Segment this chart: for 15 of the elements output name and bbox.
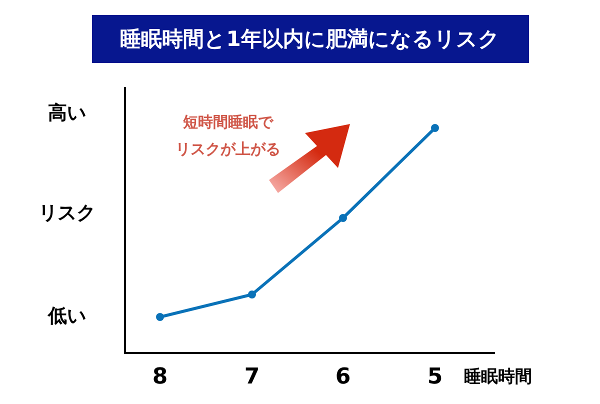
annotation: 短時間睡眠で: [182, 113, 274, 131]
text: 低い: [47, 305, 86, 327]
point: [431, 124, 439, 132]
annotation: リスクが上がる: [176, 140, 280, 158]
x-tick-label: 7: [244, 364, 260, 390]
x-tick-label: 6: [335, 364, 351, 390]
point: [248, 290, 256, 298]
x-axis-title: 睡眠時間: [464, 367, 532, 387]
x-tick-label: 8: [152, 364, 168, 390]
point: [156, 313, 164, 321]
point: [339, 214, 347, 222]
x-tick-label: 5: [427, 364, 443, 390]
text: 高い: [48, 102, 86, 124]
chart-title: 睡眠時間と1年以内に肥満になるリスク: [120, 27, 500, 51]
text: リスク: [38, 202, 96, 224]
